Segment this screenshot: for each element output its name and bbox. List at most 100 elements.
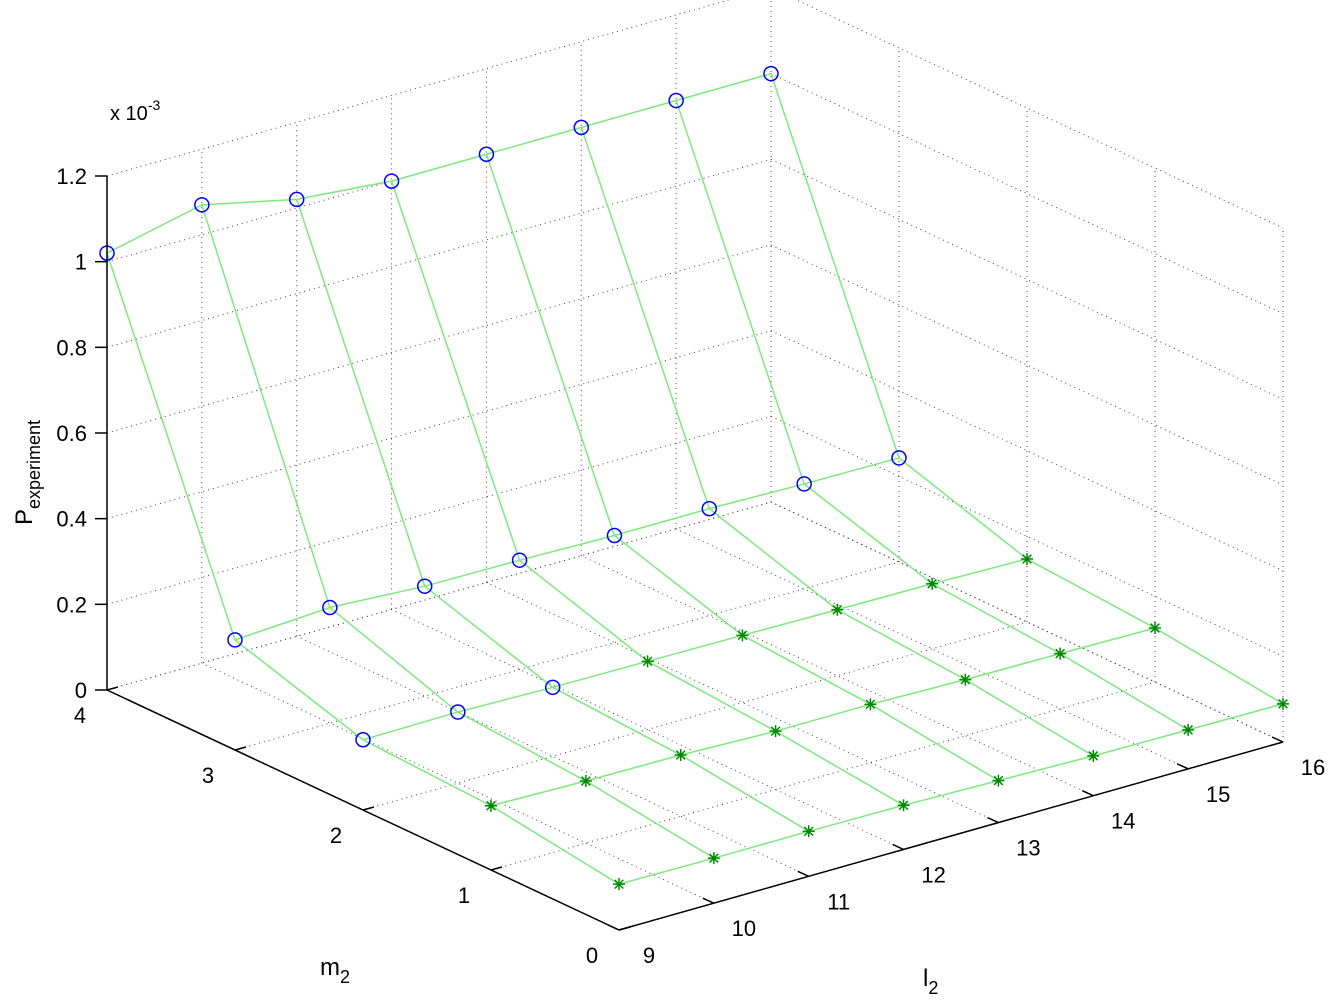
grid-line	[675, 528, 1189, 770]
marker-star	[1149, 622, 1161, 635]
grid-line	[106, 330, 772, 520]
marker-star	[992, 774, 1005, 787]
marker-star	[1277, 697, 1289, 710]
grid	[106, 0, 1284, 931]
grid-line	[201, 662, 715, 904]
marker-star	[769, 725, 782, 738]
x-axis-label: l2	[923, 965, 938, 998]
marker-star	[641, 655, 654, 668]
marker-star	[1054, 647, 1067, 660]
grid-line	[581, 555, 1094, 797]
x-axis-label-sub: 2	[928, 978, 938, 998]
marker-circle	[763, 65, 779, 82]
marker-circle	[450, 704, 466, 720]
marker-star	[959, 673, 972, 686]
mesh-row	[106, 72, 772, 254]
x-tick-label: 15	[1206, 782, 1230, 807]
z-tick-label: 1.2	[56, 164, 87, 189]
marker-circle	[322, 599, 338, 616]
y-tick-label: 4	[74, 703, 86, 728]
x-axis-label-main: l	[923, 965, 928, 992]
marker-circle	[668, 92, 684, 109]
mesh-column	[106, 252, 620, 885]
z-tick-label: 0.6	[56, 421, 87, 446]
x-tick	[607, 924, 620, 931]
z-tick-label: 0	[75, 678, 87, 703]
mesh-column	[296, 199, 810, 832]
grid-line	[795, 0, 1284, 229]
z-multiplier-exponent: -3	[148, 97, 161, 113]
x-tick-label: 12	[921, 862, 945, 887]
marker-circle	[511, 552, 528, 568]
grid-line	[362, 621, 1028, 811]
mesh-column	[485, 153, 999, 782]
x-axis	[618, 741, 1284, 931]
mesh-column	[580, 127, 1094, 757]
mesh-row	[618, 703, 1284, 885]
marker-circle	[796, 476, 812, 492]
marker-circle	[227, 632, 243, 648]
marker-circle	[891, 450, 907, 466]
marker-star	[831, 603, 844, 616]
z-axis-label-sub: experiment	[24, 420, 44, 509]
x-tick	[797, 870, 810, 877]
grid-line	[106, 158, 772, 348]
marker-circle	[416, 578, 433, 594]
mesh-column	[201, 204, 715, 859]
z-tick-label: 1	[75, 250, 87, 275]
y-axis-label-main: m	[320, 954, 340, 981]
grid-line	[106, 415, 772, 605]
x-tick-label: 10	[732, 916, 756, 941]
mesh-column	[390, 180, 904, 806]
z-multiplier: x 10-3	[110, 97, 160, 125]
marker-circle	[606, 527, 623, 544]
marker-star	[897, 799, 910, 812]
x-tick	[1081, 790, 1094, 797]
markers	[99, 65, 1289, 891]
y-tick-label: 3	[202, 763, 214, 788]
x-tick	[1271, 736, 1284, 743]
z-tick-label: 0.8	[56, 335, 87, 360]
marker-star	[613, 878, 625, 891]
grid-line	[296, 635, 809, 877]
z-tick-label: 0.2	[56, 592, 87, 617]
marker-circle	[544, 679, 561, 696]
marker-star	[1182, 723, 1195, 736]
axes: 00.20.40.60.811.201234910111213141516l2m…	[11, 97, 1325, 998]
marker-star	[1021, 553, 1033, 566]
y-tick-label: 2	[330, 823, 342, 848]
marker-circle	[573, 119, 590, 136]
x-tick-label: 9	[643, 943, 655, 968]
z-axis-label-main: P	[11, 509, 38, 525]
grid-line	[770, 158, 1284, 400]
marker-circle	[383, 173, 400, 189]
x-tick	[892, 843, 904, 851]
marker-star	[926, 577, 939, 590]
x-tick-label: 14	[1111, 809, 1135, 834]
marker-star	[1087, 749, 1100, 762]
y-tick	[362, 806, 375, 811]
mesh-row	[234, 457, 900, 641]
x-tick	[987, 816, 999, 824]
grid-line	[106, 244, 772, 434]
marker-star	[864, 698, 877, 711]
x-tick	[1176, 763, 1189, 770]
marker-star	[485, 799, 497, 812]
grid-line	[234, 561, 900, 751]
marker-star	[802, 825, 815, 838]
grid-line	[490, 681, 1156, 871]
z-tick-label: 0.4	[56, 507, 87, 532]
y-tick-label: 0	[586, 943, 598, 968]
mesh-column	[675, 100, 1189, 731]
x-tick	[702, 897, 715, 904]
marker-star	[707, 852, 720, 865]
z-axis-label: Pexperiment	[11, 420, 44, 525]
marker-circle	[288, 191, 305, 208]
z-multiplier-base: x 10	[110, 103, 148, 125]
y-axis-label-sub: 2	[340, 967, 350, 987]
marker-star	[736, 629, 749, 642]
y-tick	[490, 866, 503, 871]
mesh-row	[490, 627, 1156, 807]
grid-line	[106, 501, 772, 691]
